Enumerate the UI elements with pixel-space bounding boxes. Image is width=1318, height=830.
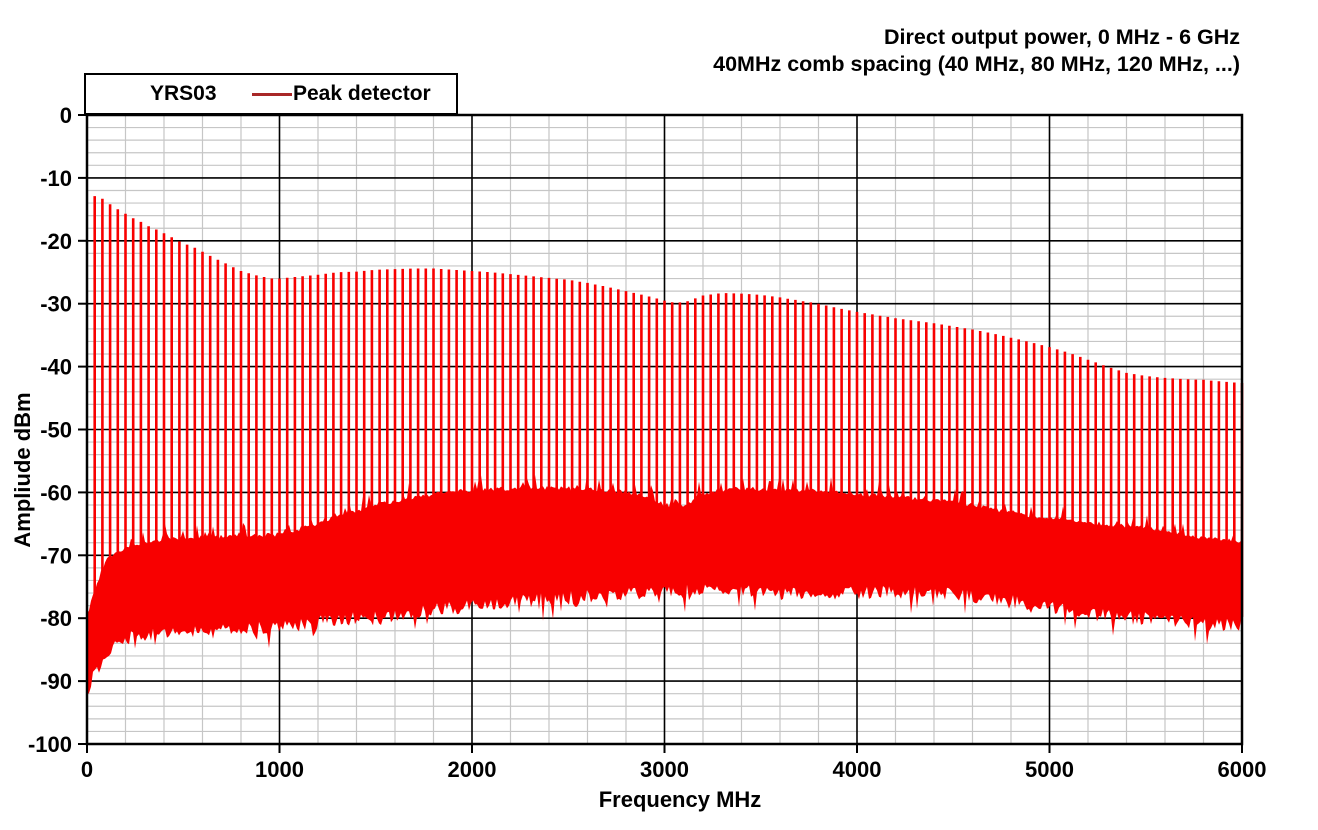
legend-trace-label: Peak detector	[293, 82, 431, 105]
x-tick-label: 1000	[255, 757, 304, 782]
chart-layers: 0 1000 2000 3000 4000 5000 6000 0 -10 -20 -30 -40 -5…	[28, 103, 1267, 782]
y-tick-label: -30	[40, 292, 72, 317]
x-tick-label: 4000	[833, 757, 882, 782]
x-tick-label: 5000	[1025, 757, 1074, 782]
y-tick-label: -90	[40, 669, 72, 694]
y-tick-label: -100	[28, 732, 72, 757]
legend-device-label: YRS03	[150, 82, 217, 105]
comb-teeth-series	[93, 196, 1244, 666]
y-tick-label: -60	[40, 480, 72, 505]
legend: YRS03 Peak detector	[84, 73, 458, 115]
chart-title-line1: Direct output power, 0 MHz - 6 GHz	[884, 25, 1240, 49]
axis-ticks	[78, 114, 1243, 753]
y-axis-title: Ampliude dBm	[10, 392, 35, 547]
y-tick-label: -80	[40, 606, 72, 631]
y-tick-label: -50	[40, 418, 72, 443]
x-tick-label: 6000	[1218, 757, 1267, 782]
x-tick-label: 2000	[448, 757, 497, 782]
y-tick-label: -10	[40, 166, 72, 191]
y-tick-label: -40	[40, 355, 72, 380]
y-tick-label: -20	[40, 229, 72, 254]
noise-band	[87, 473, 1241, 695]
legend-line-sample-icon	[252, 93, 292, 96]
x-tick-label: 3000	[640, 757, 689, 782]
y-tick-label: 0	[60, 103, 72, 128]
tick-labels: 0 1000 2000 3000 4000 5000 6000 0 -10 -20 -30 -40 -5…	[28, 103, 1267, 782]
y-tick-label: -70	[40, 543, 72, 568]
x-tick-label: 0	[81, 757, 93, 782]
chart-title-line2: 40MHz comb spacing (40 MHz, 80 MHz, 120 …	[713, 52, 1240, 76]
x-axis-title: Frequency MHz	[599, 787, 762, 812]
